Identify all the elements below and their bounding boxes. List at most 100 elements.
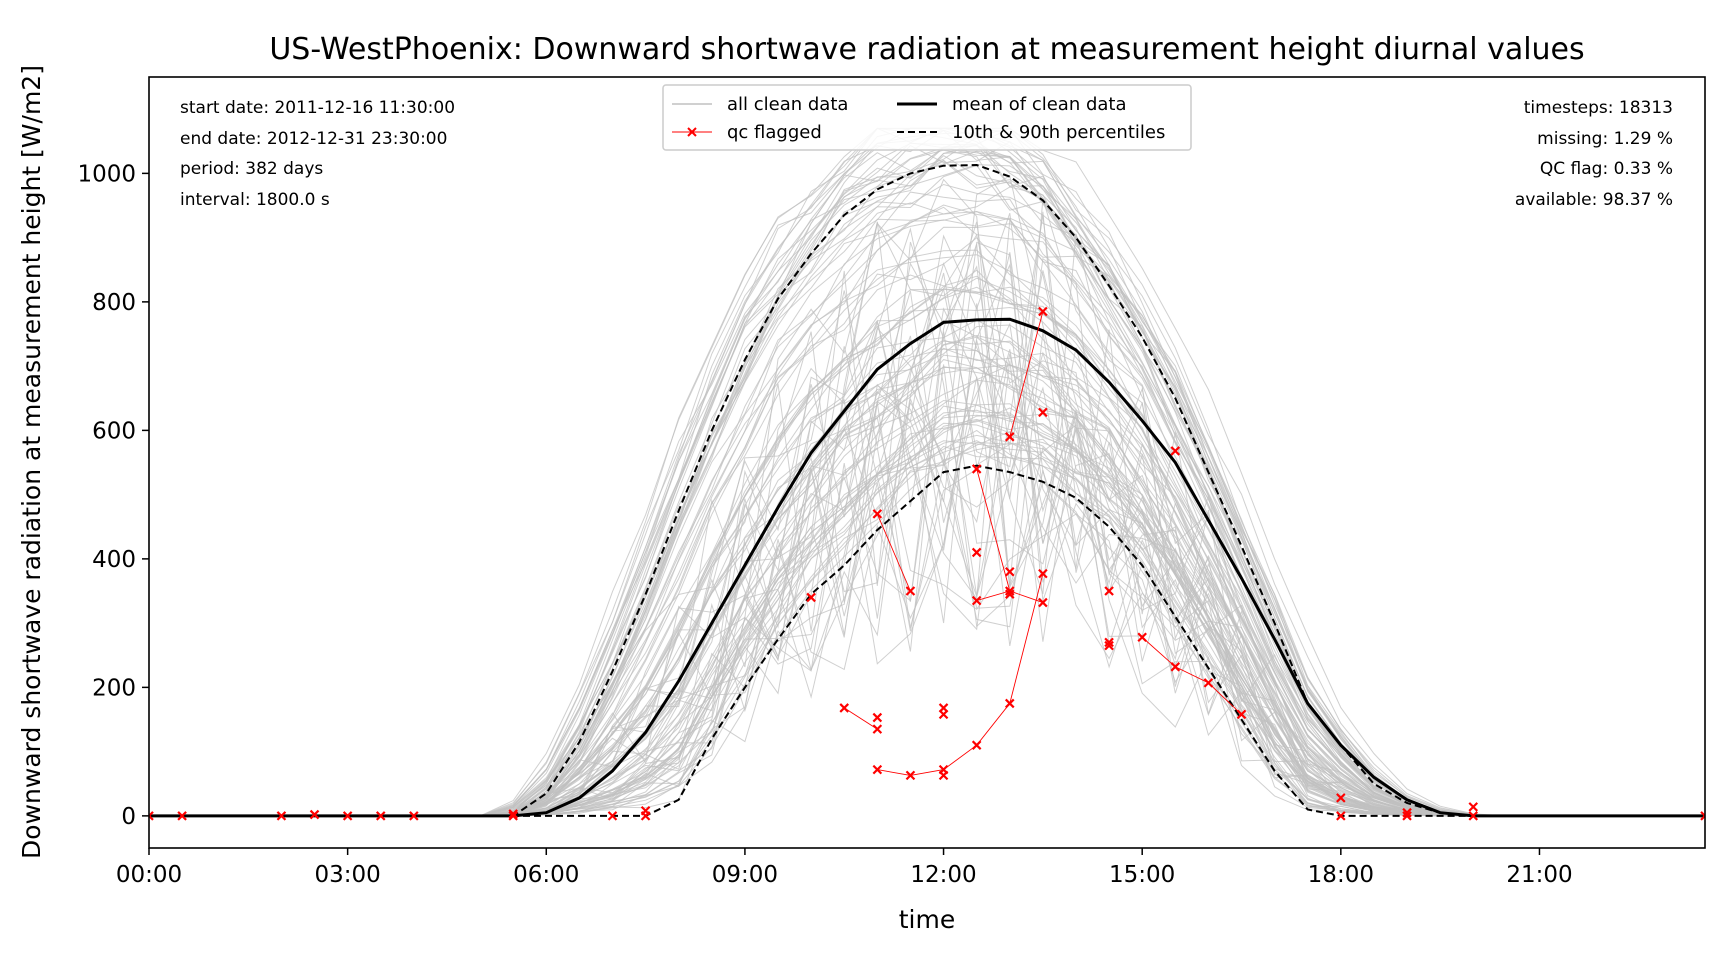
clean-data-line [149,254,1705,817]
clean-data-line [149,210,1705,817]
info-left: start date: 2011-12-16 11:30:00 end date… [180,98,455,210]
qc-point [1104,640,1114,651]
clean-data-line [149,445,1705,817]
clean-data-line [149,178,1705,817]
y-tick-label: 600 [92,418,136,444]
qc-point [1468,802,1479,812]
legend-label-mean: mean of clean data [952,94,1127,115]
x-axis-label: time [899,905,955,934]
info-right: timesteps: 18313 missing: 1.29 % QC flag… [1515,98,1673,210]
info-end-date: end date: 2012-12-31 23:30:00 [180,129,447,149]
x-tick-label: 06:00 [513,862,579,888]
clean-data-line [149,353,1705,817]
clean-data-line [149,322,1705,817]
clean-data-line [149,145,1705,817]
clean-data-line [149,249,1705,817]
y-tick-label: 800 [92,290,136,316]
qc-point [938,709,949,720]
clean-data-line [149,442,1705,817]
clean-data-line [149,136,1705,817]
clean-data-line [149,440,1705,817]
qc-point [1336,811,1346,821]
x-tick-label: 12:00 [910,862,976,888]
info-timesteps: timesteps: 18313 [1524,98,1673,118]
qc-point [409,811,419,821]
y-tick-label: 400 [92,547,136,573]
clean-data-line [149,127,1705,817]
x-tick-label: 21:00 [1506,862,1572,888]
clean-data-line [149,360,1705,817]
clean-data-line [149,149,1705,817]
info-qc-flag: QC flag: 0.33 % [1540,159,1673,179]
clean-data-line [149,348,1705,817]
qc-point [1402,807,1412,818]
clean-data-line [149,211,1705,817]
clean-data-line [149,183,1705,817]
qc-point [508,811,518,821]
qc-point [1402,811,1412,821]
qc-point [1004,698,1015,709]
y-axis-ticks: 0 200 400 600 800 1000 [77,161,149,830]
clean-data-line [149,252,1705,817]
legend-label-clean: all clean data [727,94,848,115]
qc-point [1137,632,1147,643]
y-tick-label: 1000 [77,161,136,187]
clean-data-line [149,127,1705,817]
qc-point [607,811,618,821]
qc-point [1038,306,1048,317]
clean-data-line [149,409,1705,817]
percentile-90-line [149,163,1705,817]
clean-data-line [149,213,1705,817]
clean-data-line [149,154,1705,817]
qc-point [938,770,949,781]
clean-data-line [149,306,1705,817]
percentile-10-line [149,464,1705,817]
x-axis-ticks: 00:00 03:00 06:00 09:00 12:00 15:00 18:00 21:00 [116,848,1573,888]
qc-point [1170,662,1181,672]
qc-connection-line [976,590,1010,602]
clean-data-line [149,221,1705,817]
qc-connection-line [877,573,1044,776]
qc-point [1336,793,1346,803]
info-available: available: 98.37 % [1515,190,1673,210]
qc-flagged-points [149,306,1705,821]
legend: all clean data qc flagged mean of clean … [662,84,1192,151]
clean-data-line [149,186,1705,817]
clean-data-line [149,127,1705,817]
clean-data-line [149,146,1705,817]
qc-point [1170,446,1181,456]
qc-point [872,764,883,775]
clean-data-line [149,270,1705,817]
clean-data-line [149,303,1705,817]
clean-data-line [149,288,1705,817]
x-tick-label: 15:00 [1109,862,1175,888]
clean-data-line [149,364,1705,817]
qc-point [508,809,518,819]
qc-point [149,811,154,821]
info-start-date: start date: 2011-12-16 11:30:00 [180,98,455,118]
qc-point [1004,589,1015,599]
clean-data-line [149,221,1705,817]
qc-point [1468,811,1479,821]
clean-data-line [149,340,1705,817]
clean-data-line [149,129,1705,817]
qc-point [872,509,883,519]
clean-data-line [149,286,1705,817]
qc-point [1236,709,1247,720]
info-period: period: 382 days [180,159,323,179]
qc-point [905,586,916,596]
y-tick-label: 200 [92,675,136,701]
qc-point [342,811,353,821]
qc-point [1004,566,1015,577]
qc-connection-line [876,513,911,592]
qc-point [276,811,287,821]
qc-point [872,712,883,723]
clean-data-line [149,263,1705,817]
clean-data-line [149,202,1705,817]
mean-line [149,317,1705,818]
qc-connection-line [843,707,878,730]
clean-data-line [149,127,1705,817]
legend-label-qc: qc flagged [727,122,822,143]
qc-point [1038,407,1048,418]
